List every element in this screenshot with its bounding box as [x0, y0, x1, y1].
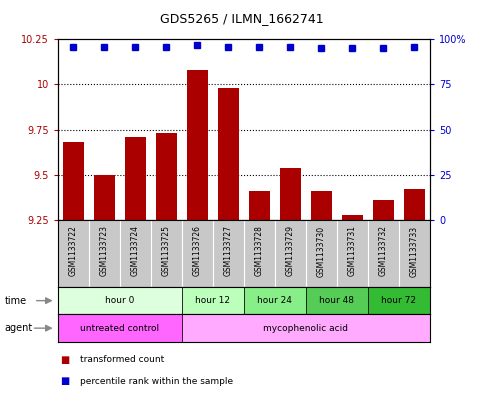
- Bar: [125, 137, 146, 220]
- Text: GDS5265 / ILMN_1662741: GDS5265 / ILMN_1662741: [160, 12, 323, 25]
- Bar: [249, 191, 270, 220]
- Bar: [58, 314, 182, 342]
- Bar: [58, 287, 182, 314]
- Bar: [217, 88, 239, 220]
- Bar: [182, 287, 244, 314]
- Bar: [94, 175, 115, 220]
- Bar: [280, 168, 301, 220]
- Text: ■: ■: [60, 354, 70, 365]
- Text: GSM1133729: GSM1133729: [286, 226, 295, 276]
- Text: hour 0: hour 0: [105, 296, 135, 305]
- Text: GSM1133732: GSM1133732: [379, 226, 388, 276]
- Bar: [372, 200, 394, 220]
- Bar: [63, 142, 85, 220]
- Text: GSM1133731: GSM1133731: [348, 226, 357, 276]
- Text: hour 12: hour 12: [196, 296, 230, 305]
- Text: time: time: [5, 296, 27, 306]
- Text: GSM1133733: GSM1133733: [410, 226, 419, 277]
- Text: GSM1133726: GSM1133726: [193, 226, 202, 276]
- Bar: [182, 314, 430, 342]
- Text: hour 48: hour 48: [319, 296, 355, 305]
- Bar: [306, 287, 368, 314]
- Bar: [341, 215, 363, 220]
- Text: GSM1133728: GSM1133728: [255, 226, 264, 276]
- Bar: [244, 287, 306, 314]
- Text: agent: agent: [5, 323, 33, 333]
- Text: GSM1133724: GSM1133724: [131, 226, 140, 276]
- Text: untreated control: untreated control: [80, 324, 159, 332]
- Text: GSM1133730: GSM1133730: [317, 226, 326, 277]
- Text: transformed count: transformed count: [80, 355, 164, 364]
- Text: hour 24: hour 24: [257, 296, 292, 305]
- Bar: [186, 70, 208, 220]
- Text: GSM1133725: GSM1133725: [162, 226, 171, 276]
- Text: GSM1133723: GSM1133723: [100, 226, 109, 276]
- Bar: [368, 287, 430, 314]
- Text: hour 72: hour 72: [382, 296, 416, 305]
- Bar: [311, 191, 332, 220]
- Text: ■: ■: [60, 376, 70, 386]
- Text: GSM1133722: GSM1133722: [69, 226, 78, 276]
- Bar: [156, 133, 177, 220]
- Text: mycophenolic acid: mycophenolic acid: [263, 324, 348, 332]
- Bar: [403, 189, 425, 220]
- Text: GSM1133727: GSM1133727: [224, 226, 233, 276]
- Text: percentile rank within the sample: percentile rank within the sample: [80, 377, 233, 386]
